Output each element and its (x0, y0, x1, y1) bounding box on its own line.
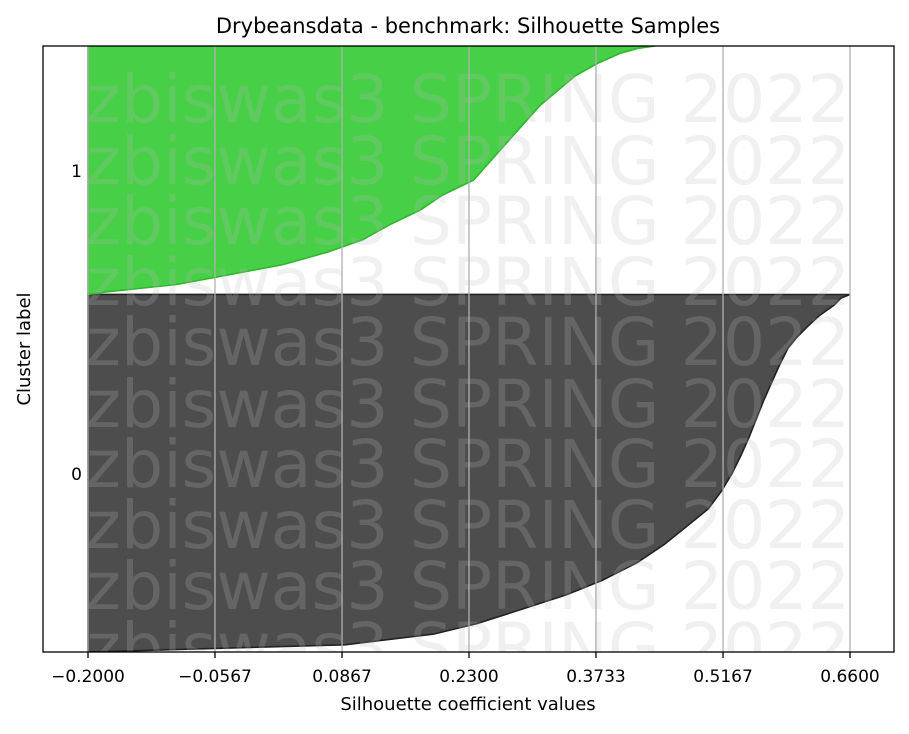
y-axis-ticks: 01 (71, 162, 82, 485)
x-tick-label-3: 0.2300 (439, 667, 498, 687)
x-axis-label: Silhouette coefficient values (340, 694, 595, 715)
y-tick-label-1: 1 (71, 162, 82, 182)
x-tick-label-5: 0.5167 (693, 667, 752, 687)
x-tick-label-6: 0.6600 (820, 667, 879, 687)
x-tick-label-2: 0.0867 (312, 667, 371, 687)
cluster-1-area (87, 46, 656, 296)
x-tick-label-1: −0.0567 (178, 667, 252, 687)
y-axis-label: Cluster label (14, 292, 35, 405)
chart-title: Drybeansdata - benchmark: Silhouette Sam… (216, 14, 720, 38)
y-tick-label-0: 0 (71, 465, 82, 485)
x-tick-label-4: 0.3733 (566, 667, 625, 687)
x-tick-label-0: −0.2000 (51, 667, 125, 687)
x-grid (87, 46, 851, 652)
x-axis-ticks: −0.2000 −0.0567 0.0867 0.2300 0.3733 0.5167 0.… (51, 652, 880, 687)
